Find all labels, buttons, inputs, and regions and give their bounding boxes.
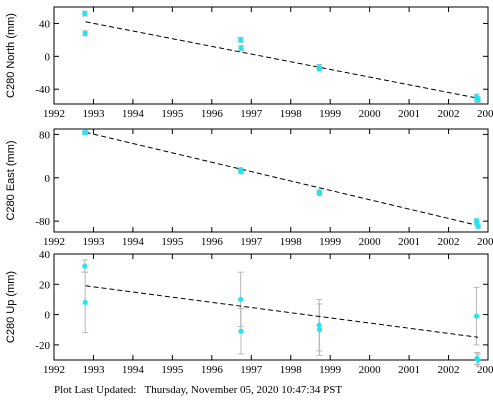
north-x-tick-label: 1998 — [280, 108, 303, 120]
east-y-tick-label: 0 — [45, 173, 51, 185]
up-x-tick-label: 2001 — [398, 364, 420, 376]
north-data-point — [475, 97, 481, 103]
north-x-tick-label: 1997 — [240, 108, 263, 120]
east-x-tick-label: 2003 — [477, 236, 493, 248]
up-data-point — [238, 328, 244, 334]
east-data-point — [316, 190, 323, 197]
east-x-tick-label: 1997 — [240, 236, 263, 248]
east-y-axis-label: C280 East (mm) — [5, 140, 17, 220]
plot-updated-footer: Plot Last Updated: Thursday, November 05… — [54, 384, 343, 396]
north-data-point — [82, 30, 88, 36]
up-y-axis-label: C280 Up (mm) — [5, 271, 17, 343]
east-data-point — [82, 129, 89, 135]
up-y-tick-label: 0 — [45, 310, 51, 322]
north-plot-frame — [53, 6, 489, 105]
east-data-point — [238, 169, 244, 175]
up-y-tick-label: 20 — [39, 279, 51, 291]
north-panel: 1992 1993 1994 1995 1996 1997 1998 1999 2000 2001… — [5, 6, 493, 120]
east-data-point — [475, 223, 481, 230]
up-data-point — [82, 263, 88, 269]
up-data-point — [82, 299, 88, 306]
east-x-tick-label: 1992 — [43, 236, 65, 248]
east-x-tick-label: 2000 — [359, 236, 382, 248]
north-x-tick-label: 2001 — [398, 108, 420, 120]
up-y-tick-label: 40 — [39, 249, 51, 261]
north-x-tick-label: 2003 — [477, 108, 493, 120]
east-x-tick-label: 1994 — [122, 236, 145, 248]
east-y-tick-label: 80 — [39, 129, 51, 141]
up-x-tick-label: 1999 — [319, 364, 342, 376]
up-x-tick-label: 1993 — [82, 364, 105, 376]
east-y-tick-label: -80 — [35, 216, 50, 228]
east-x-tick-label: 1996 — [201, 236, 224, 248]
north-data-point — [238, 45, 244, 51]
north-x-tick-label: 1992 — [43, 108, 65, 120]
north-x-tick-label: 2000 — [359, 108, 382, 120]
up-data-point — [475, 357, 481, 363]
east-panel: 1992 1993 1994 1995 1996 1997 1998 1999 2000 2001… — [5, 128, 493, 248]
north-x-tick-label: 1999 — [319, 108, 342, 120]
up-y-tick-label: -20 — [35, 340, 50, 352]
east-trend-line — [85, 131, 479, 226]
north-y-tick-label: 40 — [39, 18, 51, 30]
up-x-tick-label: 2003 — [477, 364, 493, 376]
north-data-point — [82, 10, 88, 17]
east-x-tick-label: 1998 — [280, 236, 303, 248]
north-data-point — [238, 37, 244, 43]
north-x-tick-label: 1995 — [161, 108, 184, 120]
up-x-tick-label: 2002 — [438, 364, 460, 376]
up-data-point — [238, 296, 244, 303]
east-x-tick-label: 2001 — [398, 236, 420, 248]
east-plot-frame — [53, 128, 489, 233]
north-x-tick-label: 1996 — [201, 108, 224, 120]
north-y-axis-label: C280 North (mm) — [5, 13, 17, 98]
up-data-point — [316, 327, 323, 333]
up-data-point — [316, 322, 322, 328]
up-x-tick-label: 1992 — [43, 364, 65, 376]
north-trend-line — [85, 21, 479, 99]
up-x-tick-label: 1994 — [122, 364, 145, 376]
up-x-tick-label: 1995 — [161, 364, 184, 376]
up-data-point — [473, 313, 480, 319]
east-x-tick-label: 2002 — [438, 236, 460, 248]
up-panel: 1992 1993 1994 1995 1996 1997 1998 1999 2000 2001… — [5, 249, 493, 376]
up-x-tick-label: 1998 — [280, 364, 303, 376]
north-data-point — [316, 66, 323, 72]
north-y-tick-label: -40 — [35, 84, 50, 96]
north-x-tick-label: 1994 — [122, 108, 145, 120]
east-x-tick-label: 1993 — [82, 236, 105, 248]
north-y-tick-label: 0 — [45, 51, 51, 63]
north-x-tick-label: 2002 — [438, 108, 460, 120]
up-trend-line — [85, 285, 479, 338]
east-x-tick-label: 1999 — [319, 236, 342, 248]
east-x-tick-label: 1995 — [161, 236, 184, 248]
up-x-tick-label: 1997 — [240, 364, 263, 376]
north-x-tick-label: 1993 — [82, 108, 105, 120]
up-x-tick-label: 2000 — [359, 364, 382, 376]
up-x-tick-label: 1996 — [201, 364, 224, 376]
up-plot-frame — [53, 253, 489, 361]
